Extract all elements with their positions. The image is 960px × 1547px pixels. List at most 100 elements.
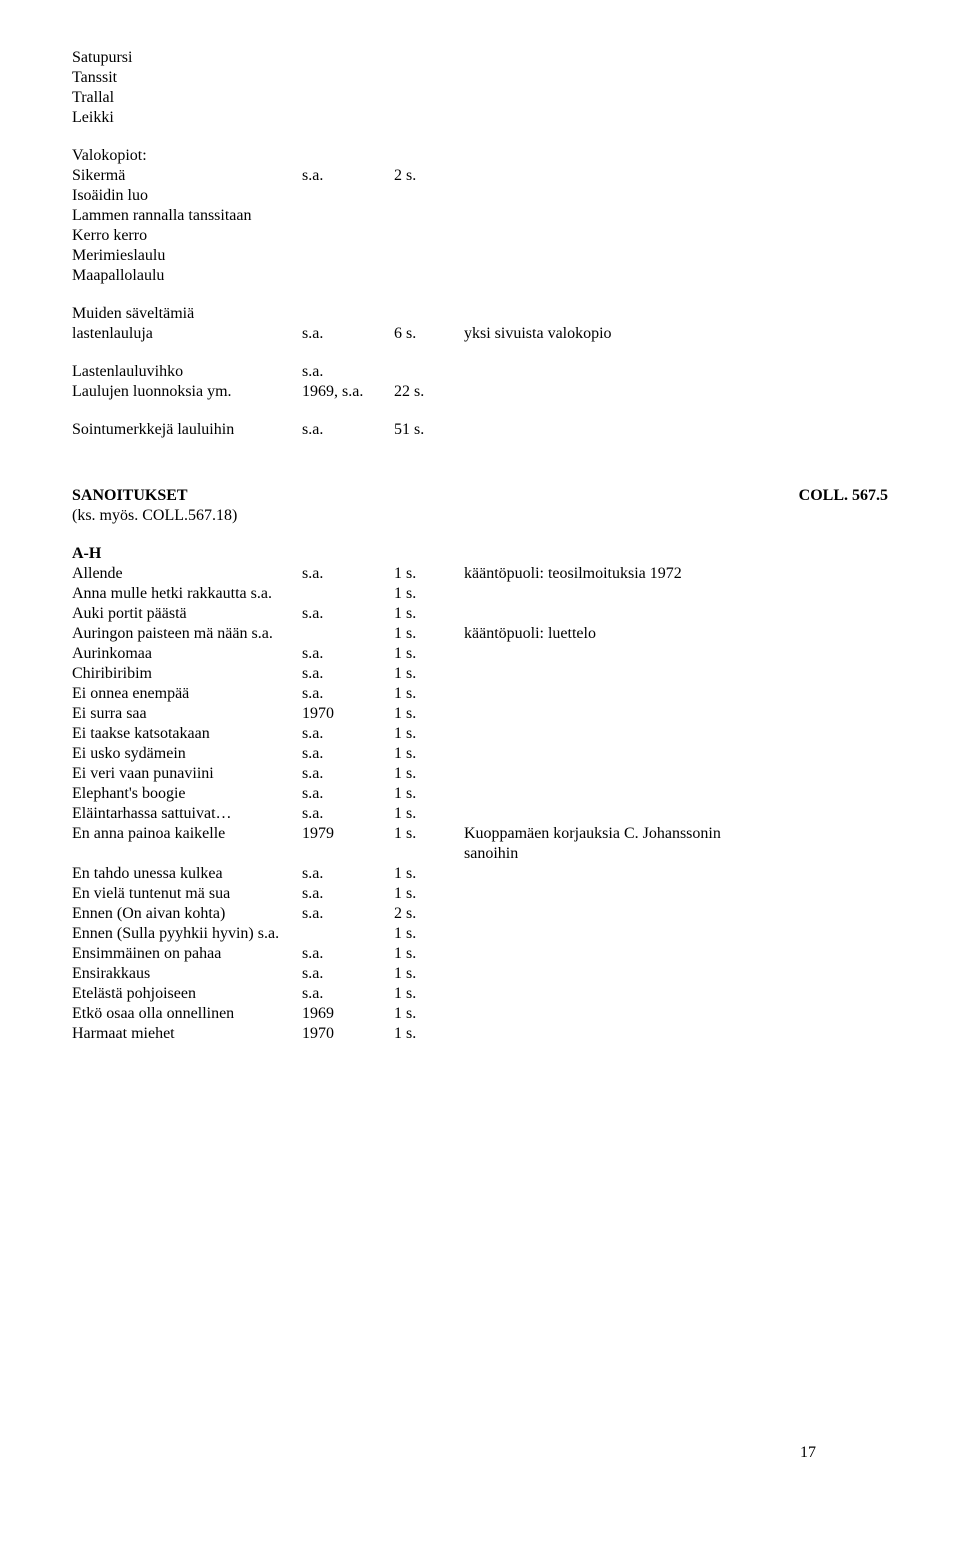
row-title: Auringon paisteen mä nään s.a. [72, 624, 302, 644]
row-title: En anna painoa kaikelle [72, 824, 302, 844]
row-date: s.a. [302, 744, 394, 764]
sanoitukset-note: (ks. myös. COLL.567.18) [72, 506, 888, 526]
table-row: Sikermä s.a. 2 s. [72, 166, 888, 186]
row-title: Ei veri vaan punaviini [72, 764, 302, 784]
row-date: s.a. [302, 420, 394, 440]
row-pages: 1 s. [394, 864, 464, 884]
row-pages: 1 s. [394, 744, 464, 764]
row-title: Ensimmäinen on pahaa [72, 944, 302, 964]
ah-heading: A-H [72, 544, 888, 564]
row-date: s.a. [302, 864, 394, 884]
ah-list: Allendes.a.1 s.kääntöpuoli: teosilmoituk… [72, 564, 888, 1044]
row-note [464, 684, 888, 704]
table-row: Lastenlauluvihko s.a. [72, 362, 888, 382]
row-title: Harmaat miehet [72, 1024, 302, 1044]
row-date: s.a. [302, 764, 394, 784]
row-title: Elephant's boogie [72, 784, 302, 804]
table-row: En tahdo unessa kulkeas.a.1 s. [72, 864, 888, 884]
table-row: Kerro kerro [72, 226, 888, 246]
row-note [464, 604, 888, 624]
row-date: s.a. [302, 724, 394, 744]
document-page: Satupursi Tanssit Trallal Leikki Valokop… [72, 48, 888, 1499]
row-note [464, 964, 888, 984]
row-title: Laulujen luonnoksia ym. [72, 382, 302, 402]
row-date: s.a. [302, 564, 394, 584]
table-row: Sointumerkkejä lauluihin s.a. 51 s. [72, 420, 888, 440]
table-row: Ennen (Sulla pyyhkii hyvin) s.a.1 s. [72, 924, 888, 944]
row-title: Etkö osaa olla onnellinen [72, 1004, 302, 1024]
row-title: Ennen (Sulla pyyhkii hyvin) s.a. [72, 924, 302, 944]
row-title: Aurinkomaa [72, 644, 302, 664]
row-date: 1970 [302, 1024, 394, 1044]
row-title: Ei onnea enempää [72, 684, 302, 704]
row-pages: 1 s. [394, 984, 464, 1004]
top-line: Satupursi [72, 48, 888, 68]
row-pages: 1 s. [394, 724, 464, 744]
row-note [464, 362, 888, 382]
row-title: Ei surra saa [72, 704, 302, 724]
row-date: s.a. [302, 984, 394, 1004]
table-row: Ei onnea enempääs.a.1 s. [72, 684, 888, 704]
row-pages: 1 s. [394, 664, 464, 684]
row-title: Anna mulle hetki rakkautta s.a. [72, 584, 302, 604]
top-line: Leikki [72, 108, 888, 128]
row-note [464, 904, 888, 924]
row-note [464, 1024, 888, 1044]
row-date: s.a. [302, 644, 394, 664]
row-date: s.a. [302, 804, 394, 824]
row-pages: 1 s. [394, 644, 464, 664]
row-pages: 1 s. [394, 1024, 464, 1044]
row-date: s.a. [302, 324, 394, 344]
row-pages: 1 s. [394, 764, 464, 784]
row-note [464, 664, 888, 684]
row-pages: 1 s. [394, 684, 464, 704]
table-row: Laulujen luonnoksia ym. 1969, s.a. 22 s. [72, 382, 888, 402]
row-note: sanoihin [464, 844, 888, 864]
muiden-heading: Muiden säveltämiä [72, 304, 888, 324]
row-note [464, 724, 888, 744]
row-pages: 1 s. [394, 944, 464, 964]
row-title: lastenlauluja [72, 324, 302, 344]
row-date: s.a. [302, 884, 394, 904]
row-title: Etelästä pohjoiseen [72, 984, 302, 1004]
row-pages: 1 s. [394, 804, 464, 824]
table-row: Ei veri vaan punaviinis.a.1 s. [72, 764, 888, 784]
valokopiot-list: Sikermä s.a. 2 s. Isoäidin luo Lammen ra… [72, 166, 888, 286]
row-date: 1969 [302, 1004, 394, 1024]
row-pages: 1 s. [394, 784, 464, 804]
row-title: Allende [72, 564, 302, 584]
table-row: Ei usko sydämeins.a.1 s. [72, 744, 888, 764]
row-pages: 22 s. [394, 382, 464, 402]
table-row: En anna painoa kaikelle19791 s.Kuoppamäe… [72, 824, 888, 844]
row-note [464, 804, 888, 824]
row-title: Lastenlauluvihko [72, 362, 302, 382]
row-pages: 1 s. [394, 584, 464, 604]
row-pages: 6 s. [394, 324, 464, 344]
row-pages [394, 362, 464, 382]
table-row: Merimieslaulu [72, 246, 888, 266]
sanoitukset-coll: COLL. 567.5 [799, 486, 888, 506]
row-title: Eläintarhassa sattuivat… [72, 804, 302, 824]
row-note [464, 744, 888, 764]
page-number: 17 [800, 1443, 816, 1463]
row-pages: 2 s. [394, 166, 464, 186]
row-note [464, 884, 888, 904]
row-title: En vielä tuntenut mä sua [72, 884, 302, 904]
row-pages [394, 844, 464, 864]
table-row: Isoäidin luo [72, 186, 888, 206]
row-note [464, 984, 888, 1004]
row-note [464, 1004, 888, 1024]
row-date: s.a. [302, 944, 394, 964]
valokopiot-heading: Valokopiot: [72, 146, 888, 166]
row-date: s.a. [302, 664, 394, 684]
table-row: Auki portit päästäs.a.1 s. [72, 604, 888, 624]
row-note [464, 764, 888, 784]
row-title: Sikermä [72, 166, 302, 186]
sanoitukset-header: SANOITUKSET COLL. 567.5 [72, 486, 888, 506]
table-row: Chiribiribims.a.1 s. [72, 664, 888, 684]
table-row: Etkö osaa olla onnellinen19691 s. [72, 1004, 888, 1024]
row-date [302, 924, 394, 944]
table-row: Eläintarhassa sattuivat…s.a.1 s. [72, 804, 888, 824]
row-note [464, 924, 888, 944]
row-title: Chiribiribim [72, 664, 302, 684]
